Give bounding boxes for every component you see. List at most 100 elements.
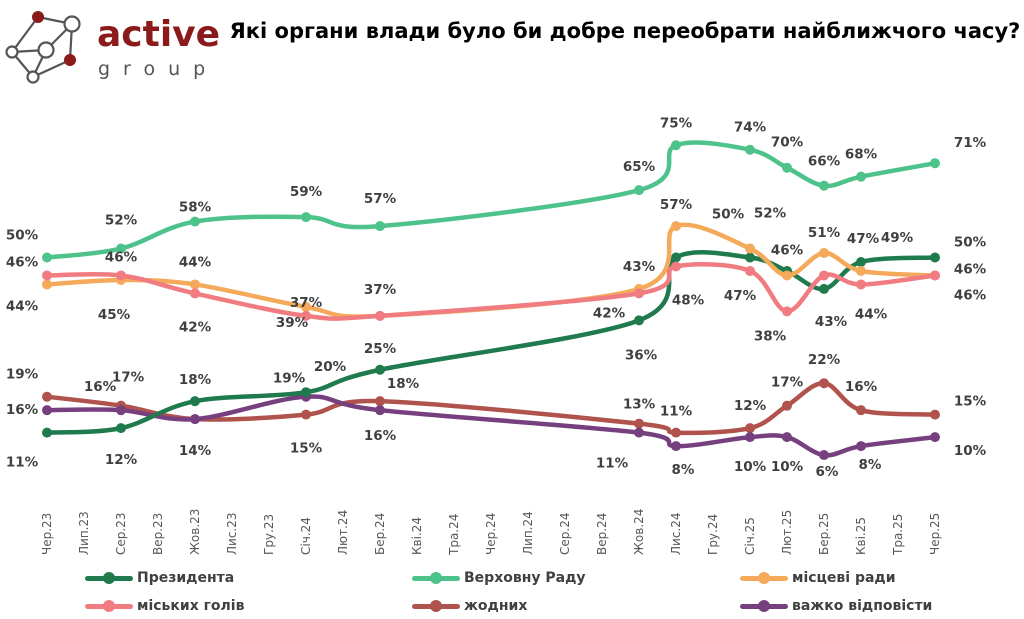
x-tick-label: Бер.25	[817, 513, 831, 555]
x-tick-label: Вер.24	[595, 513, 609, 555]
data-point	[375, 221, 385, 232]
legend-label: важко відповісти	[792, 598, 933, 614]
data-label: 10%	[954, 443, 987, 459]
x-tick-label: Лют.24	[336, 510, 350, 555]
data-label: 20%	[314, 359, 347, 375]
data-point	[42, 391, 52, 402]
data-label: 57%	[660, 197, 693, 213]
x-tick-label: Гру.23	[262, 514, 276, 555]
legend-item: важко відповісти	[740, 598, 932, 614]
data-label: 18%	[387, 376, 420, 392]
data-point	[301, 212, 311, 223]
data-label: 19%	[6, 367, 39, 383]
data-point	[930, 252, 940, 263]
x-tick-label: Тра.24	[447, 514, 461, 556]
data-point	[42, 279, 52, 290]
data-point	[745, 265, 755, 276]
chart-title: Які органи влади було би добре переобрат…	[229, 19, 1021, 43]
x-tick-label: Лис.24	[669, 512, 683, 555]
data-label: 16%	[364, 428, 397, 444]
legend-label: міських голів	[137, 598, 245, 614]
data-label: 17%	[112, 370, 145, 386]
series-3	[42, 261, 940, 321]
data-point	[301, 409, 311, 420]
data-point	[930, 409, 940, 420]
legend-item: Верховну Раду	[412, 570, 586, 586]
data-label: 11%	[6, 455, 39, 471]
data-label: 42%	[179, 319, 212, 335]
data-label: 18%	[179, 372, 212, 388]
data-point	[819, 270, 829, 281]
data-point	[671, 427, 681, 438]
legend-item: Президента	[85, 570, 234, 586]
data-label: 75%	[660, 115, 693, 131]
data-point	[856, 279, 866, 290]
data-point	[745, 423, 755, 434]
data-label: 11%	[660, 404, 693, 420]
data-label: 11%	[596, 456, 629, 472]
data-label: 6%	[816, 464, 839, 480]
data-label: 46%	[6, 254, 39, 270]
data-label: 58%	[179, 200, 212, 216]
data-label: 50%	[6, 228, 39, 244]
data-label: 10%	[771, 459, 804, 475]
data-point	[745, 252, 755, 263]
x-tick-label: Гру.24	[706, 514, 720, 555]
data-label: 52%	[754, 206, 787, 222]
data-label: 46%	[954, 261, 987, 277]
data-label: 12%	[734, 398, 767, 414]
data-point	[671, 252, 681, 263]
data-point	[375, 364, 385, 375]
x-tick-label: Лис.23	[225, 512, 239, 555]
x-tick-label: Чер.23	[40, 513, 54, 555]
data-label: 19%	[273, 371, 306, 387]
legend-swatch	[85, 571, 133, 584]
logo-brand: active	[97, 14, 220, 55]
x-tick-label: Кві.25	[854, 517, 868, 555]
data-point	[745, 432, 755, 443]
data-label: 68%	[845, 147, 878, 163]
data-label: 17%	[771, 375, 804, 391]
x-tick-label: Лют.25	[780, 510, 794, 555]
data-label: 15%	[290, 441, 323, 457]
series-line	[44, 250, 938, 435]
data-label: 16%	[845, 379, 878, 395]
data-label: 47%	[724, 288, 757, 304]
data-point	[301, 387, 311, 398]
logo-sub: group	[98, 58, 218, 80]
data-point	[819, 283, 829, 294]
x-tick-label: Кві.24	[410, 517, 424, 555]
data-point	[782, 432, 792, 443]
data-label: 47%	[847, 231, 880, 247]
data-label: 14%	[179, 443, 212, 459]
data-point	[671, 261, 681, 272]
data-point	[634, 418, 644, 429]
data-point	[856, 256, 866, 267]
data-label: 16%	[84, 379, 117, 395]
data-label: 46%	[954, 287, 987, 303]
data-point	[671, 441, 681, 452]
x-tick-label: Бер.24	[373, 513, 387, 555]
x-tick-label: Чер.25	[928, 513, 942, 555]
active-group-logo: active group	[5, 11, 220, 84]
x-tick-label: Жов.24	[632, 509, 646, 555]
data-point	[671, 221, 681, 232]
data-label: 59%	[290, 184, 323, 200]
data-point	[116, 270, 126, 281]
data-label: 70%	[771, 135, 804, 151]
data-label: 71%	[954, 135, 987, 151]
data-label: 74%	[734, 120, 767, 136]
data-label: 12%	[105, 452, 138, 468]
legend-swatch	[740, 571, 788, 584]
data-point	[856, 441, 866, 452]
data-label: 8%	[672, 462, 695, 478]
data-label: 36%	[625, 347, 658, 363]
data-point	[42, 270, 52, 281]
legend-swatch	[412, 571, 460, 584]
data-point	[819, 180, 829, 191]
data-label: 13%	[623, 397, 656, 413]
data-point	[856, 171, 866, 182]
data-point	[116, 405, 126, 416]
x-tick-label: Сер.24	[558, 513, 572, 555]
